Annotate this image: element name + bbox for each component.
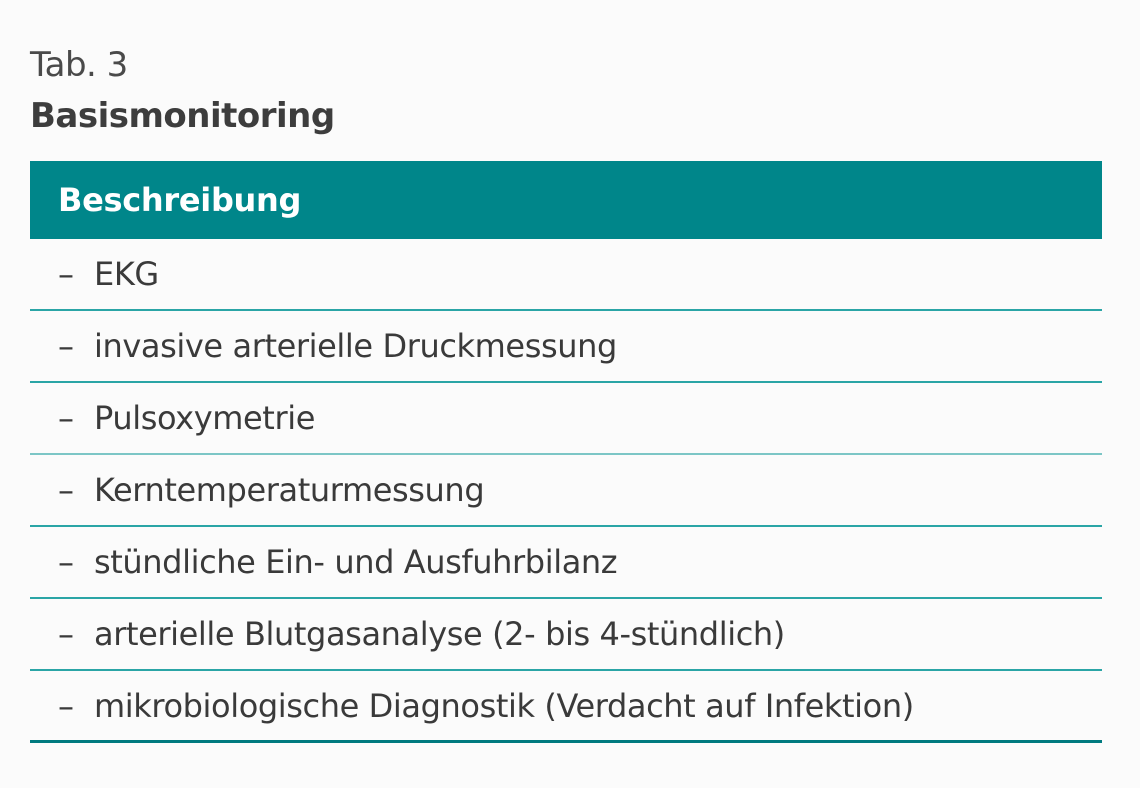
table-row: – invasive arterielle Druckmessung: [30, 311, 1102, 383]
table-row: – EKG: [30, 239, 1102, 311]
document-page: Tab. 3 Basismonitoring Beschreibung – EK…: [30, 40, 1102, 743]
table-cell: Pulsoxymetrie: [94, 399, 315, 437]
table-cell: Kerntemperaturmessung: [94, 471, 485, 509]
table-row: – Kerntemperaturmessung: [30, 455, 1102, 527]
table-title: Basismonitoring: [30, 96, 335, 136]
table-cell: invasive arterielle Druckmessung: [94, 327, 617, 365]
table-number: Tab. 3: [30, 45, 128, 85]
table-cell: stündliche Ein- und Ausfuhrbilanz: [94, 543, 618, 581]
column-header-beschreibung: Beschreibung: [58, 181, 302, 219]
table-cell: EKG: [94, 255, 159, 293]
table-row: – mikrobiologische Diagnostik (Verdacht …: [30, 671, 1102, 743]
list-marker: –: [58, 543, 74, 581]
list-marker: –: [58, 686, 74, 725]
table-header: Beschreibung: [30, 161, 1102, 239]
table-row: – Pulsoxymetrie: [30, 383, 1102, 455]
list-marker: –: [58, 471, 74, 509]
list-marker: –: [58, 399, 74, 437]
table-cell: mikrobiologische Diagnostik (Verdacht au…: [94, 686, 914, 725]
list-marker: –: [58, 255, 74, 293]
list-marker: –: [58, 615, 74, 653]
monitoring-table: Beschreibung – EKG – invasive arterielle…: [30, 161, 1102, 743]
table-cell: arterielle Blutgasanalyse (2- bis 4-stün…: [94, 615, 785, 653]
table-row: – arterielle Blutgasanalyse (2- bis 4-st…: [30, 599, 1102, 671]
table-row: – stündliche Ein- und Ausfuhrbilanz: [30, 527, 1102, 599]
list-marker: –: [58, 327, 74, 365]
